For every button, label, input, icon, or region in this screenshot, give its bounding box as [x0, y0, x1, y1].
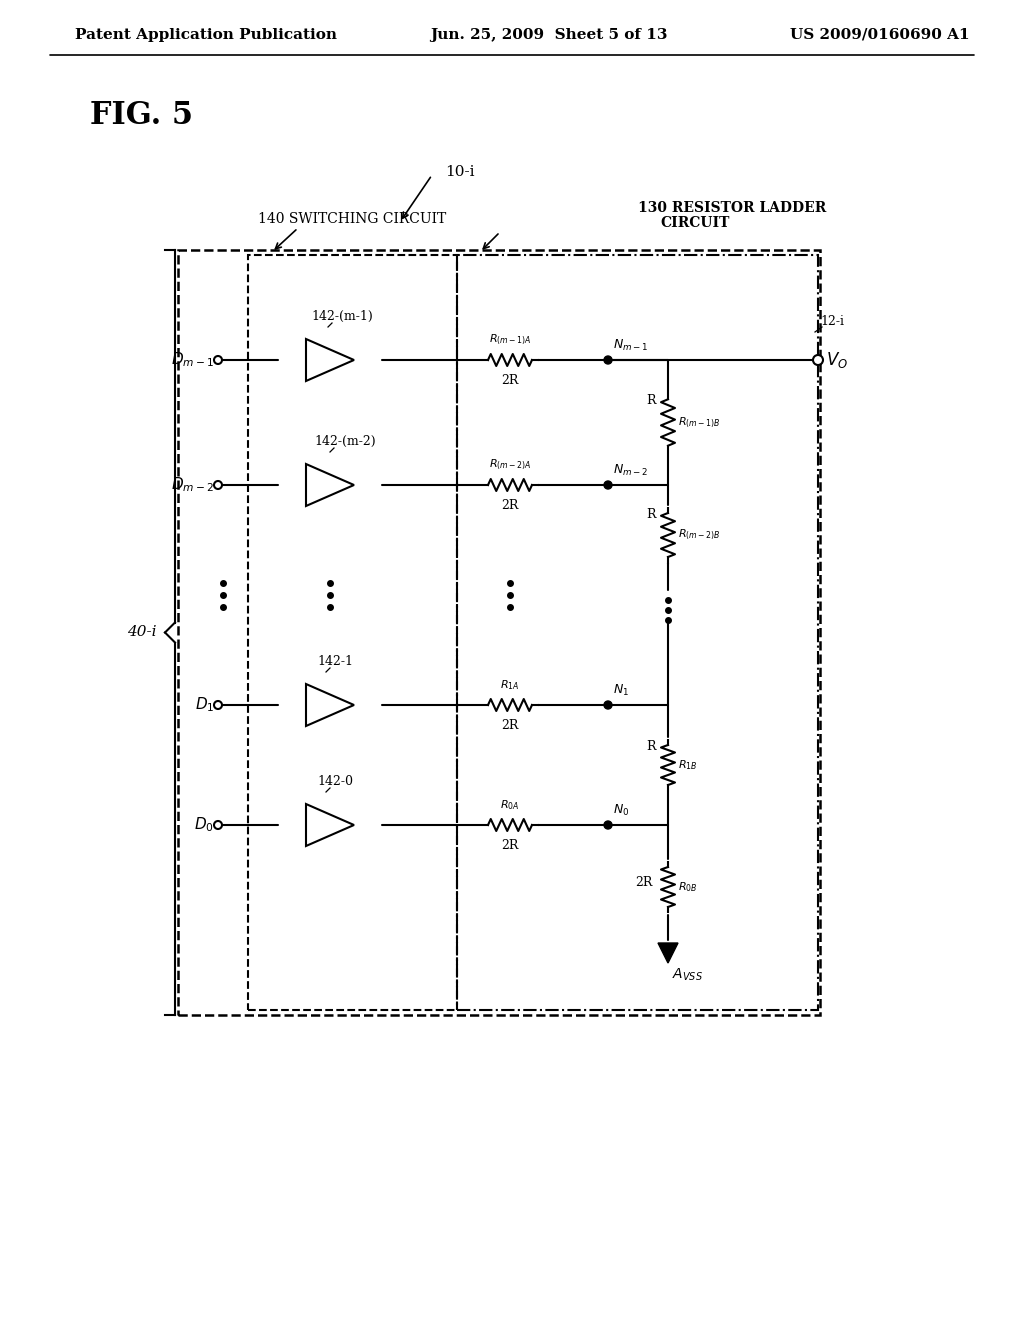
Text: Patent Application Publication: Patent Application Publication [75, 28, 337, 42]
Text: 12-i: 12-i [820, 315, 844, 327]
Bar [457, 255, 818, 1010]
Text: 130 RESISTOR LADDER: 130 RESISTOR LADDER [638, 201, 826, 215]
Text: $D_0$: $D_0$ [195, 816, 214, 834]
Text: $R_{(m-1)B}$: $R_{(m-1)B}$ [678, 416, 721, 430]
Text: $R_{1A}$: $R_{1A}$ [501, 678, 520, 692]
Text: 40-i: 40-i [127, 626, 157, 639]
Text: $N_1$: $N_1$ [613, 682, 629, 698]
Text: $R_{(m-2)B}$: $R_{(m-2)B}$ [678, 528, 721, 543]
Bar [178, 249, 820, 1015]
Text: FIG. 5: FIG. 5 [90, 99, 193, 131]
Text: R: R [646, 508, 656, 521]
Text: Jun. 25, 2009  Sheet 5 of 13: Jun. 25, 2009 Sheet 5 of 13 [430, 28, 668, 42]
Text: CIRCUIT: CIRCUIT [660, 216, 729, 230]
Text: $R_{0B}$: $R_{0B}$ [678, 880, 697, 894]
Polygon shape [658, 942, 678, 964]
Circle shape [214, 701, 222, 709]
Text: $V_O$: $V_O$ [826, 350, 848, 370]
Text: 2R: 2R [502, 374, 519, 387]
Text: $D_1$: $D_1$ [195, 696, 214, 714]
Text: $R_{0A}$: $R_{0A}$ [501, 799, 520, 812]
Text: $N_0$: $N_0$ [613, 803, 630, 818]
Text: $R_{(m-1)A}$: $R_{(m-1)A}$ [488, 333, 531, 347]
Circle shape [813, 355, 823, 366]
Bar [248, 255, 457, 1010]
Text: 142-1: 142-1 [317, 655, 353, 668]
Text: $N_{m-2}$: $N_{m-2}$ [613, 463, 648, 478]
Text: $N_{m-1}$: $N_{m-1}$ [613, 338, 648, 352]
Text: $A_{VSS}$: $A_{VSS}$ [672, 968, 702, 983]
Text: US 2009/0160690 A1: US 2009/0160690 A1 [790, 28, 970, 42]
Circle shape [604, 356, 612, 364]
Text: 2R: 2R [502, 499, 519, 512]
Circle shape [604, 701, 612, 709]
Text: 2R: 2R [636, 875, 653, 888]
Text: R: R [646, 393, 656, 407]
Text: 10-i: 10-i [445, 165, 474, 180]
Circle shape [604, 480, 612, 488]
Circle shape [604, 821, 612, 829]
Text: $D_{m-2}$: $D_{m-2}$ [171, 475, 214, 495]
Text: $R_{(m-2)A}$: $R_{(m-2)A}$ [488, 458, 531, 473]
Circle shape [214, 480, 222, 488]
Text: R: R [646, 741, 656, 754]
Text: $D_{m-1}$: $D_{m-1}$ [171, 351, 214, 370]
Text: 140 SWITCHING CIRCUIT: 140 SWITCHING CIRCUIT [258, 213, 446, 226]
Text: 142-(m-1): 142-(m-1) [311, 310, 373, 323]
Circle shape [214, 821, 222, 829]
Text: 2R: 2R [502, 719, 519, 733]
Text: 2R: 2R [502, 840, 519, 851]
Text: $R_{1B}$: $R_{1B}$ [678, 758, 697, 772]
Text: 142-(m-2): 142-(m-2) [314, 436, 376, 447]
Circle shape [214, 356, 222, 364]
Text: 142-0: 142-0 [317, 775, 353, 788]
